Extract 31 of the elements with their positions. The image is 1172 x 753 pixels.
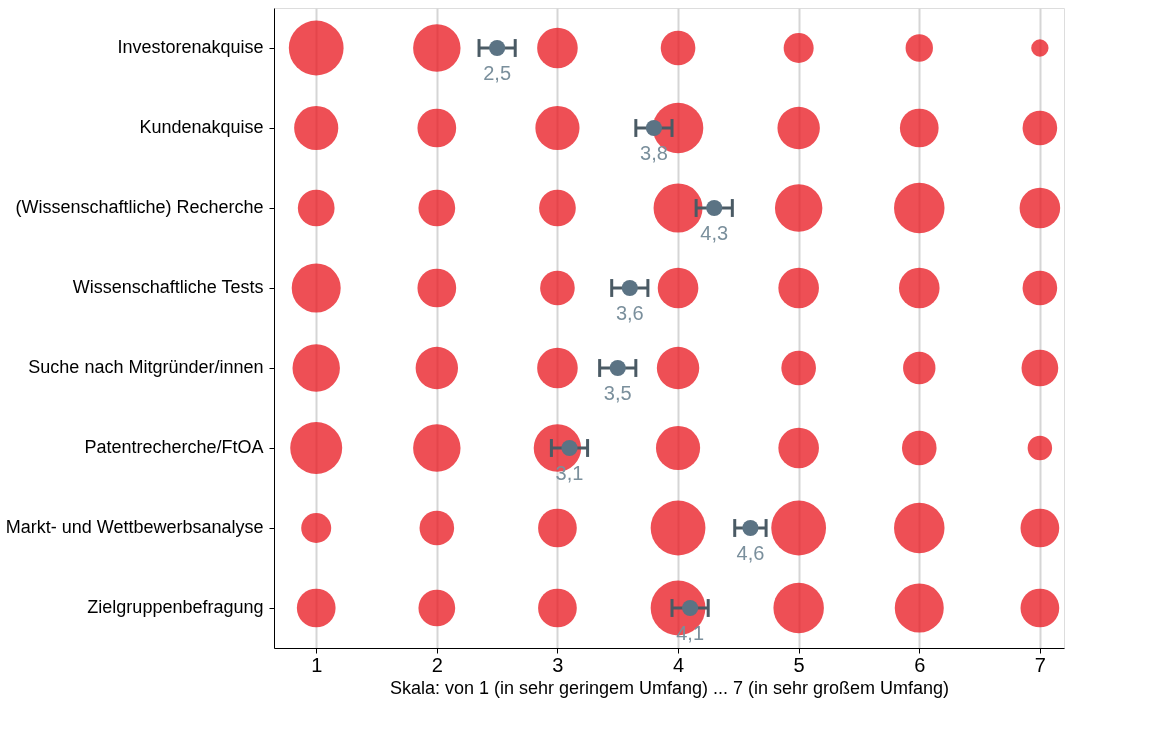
y-tick-label: Suche nach Mitgründer/innen bbox=[28, 357, 264, 377]
point bbox=[489, 39, 506, 57]
x-tick-label: 1 bbox=[311, 653, 323, 676]
x-tick-label: 2 bbox=[431, 653, 443, 676]
x-axis-title: Skala: von 1 (in sehr geringem Umfang) ... 7 (in sehr großem Umfang) bbox=[389, 677, 950, 698]
x-tick-label: 3 bbox=[552, 653, 564, 676]
point bbox=[706, 199, 723, 217]
data-label: 4,3 bbox=[700, 222, 729, 244]
x-tick-label: 5 bbox=[793, 653, 805, 676]
data-label: 2,5 bbox=[483, 62, 512, 84]
y-tick-label: Markt- und Wettbewerbsanalyse bbox=[5, 517, 264, 537]
y-tick-label: (Wissenschaftliche) Recherche bbox=[15, 197, 264, 217]
x-tick-label: 7 bbox=[1034, 653, 1046, 676]
data-label: 3,6 bbox=[615, 302, 644, 324]
point bbox=[621, 279, 638, 297]
data-label: 4,6 bbox=[736, 542, 765, 564]
x-tick-label: 4 bbox=[672, 653, 685, 676]
x-tick-label: 6 bbox=[914, 653, 926, 676]
data-label: 3,1 bbox=[555, 462, 584, 484]
point bbox=[645, 119, 662, 137]
y-tick-label: Patentrecherche/FtOA bbox=[84, 437, 264, 457]
y-tick-label: Investorenakquise bbox=[117, 37, 264, 57]
y-tick-label: Zielgruppenbefragung bbox=[87, 597, 264, 617]
y-tick-label: Wissenschaftliche Tests bbox=[72, 277, 264, 297]
point bbox=[742, 519, 759, 537]
y-tick-label: Kundenakquise bbox=[139, 117, 264, 137]
data-label: 3,5 bbox=[603, 382, 632, 404]
data-label: 3,8 bbox=[640, 142, 668, 164]
point bbox=[561, 439, 578, 457]
point bbox=[682, 599, 699, 617]
point bbox=[609, 359, 626, 377]
